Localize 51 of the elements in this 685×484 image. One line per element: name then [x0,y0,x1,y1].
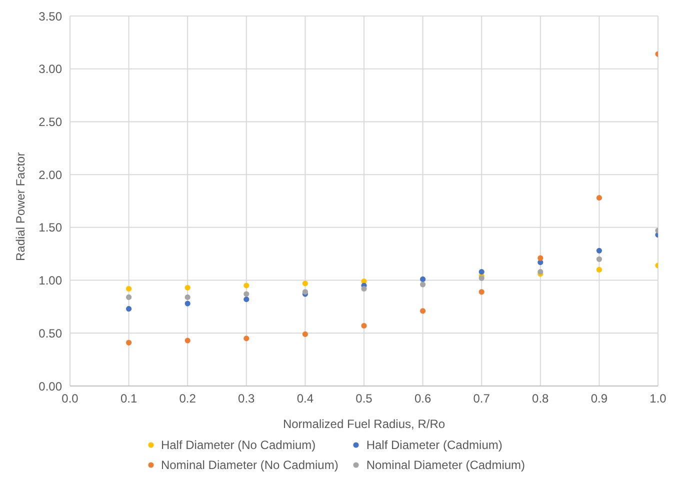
point [361,322,367,329]
point [184,300,190,306]
y-tick-label: 3.00 [38,62,62,76]
y-tick-label: 0.50 [38,326,62,340]
x-tick-label: 0.4 [296,392,314,406]
x-tick-label: 0.1 [120,392,138,406]
point [244,282,250,288]
point [596,256,602,262]
point [184,294,190,300]
x-tick-label: 1.0 [650,392,667,406]
y-axis-title: Radial Power Factor [13,152,28,261]
point [478,289,484,295]
legend-label: Nominal Diameter (Cadmium) [366,458,526,472]
point [126,294,132,300]
point [538,255,544,261]
point [302,280,308,286]
y-tick-label: 0.00 [38,379,62,394]
x-tick-label: 0.5 [356,392,373,406]
x-tick-label: 0.0 [62,392,79,406]
point [596,195,602,201]
x-tick-label: 0.2 [179,392,196,406]
x-tick-label: 0.8 [532,392,550,406]
x-tick-label: 0.3 [238,392,256,406]
y-tick-label: 1.00 [38,274,62,288]
y-tick-label: 1.50 [38,220,62,235]
legend-label: Half Diameter (No Cadmium) [160,438,316,452]
point [361,286,367,292]
point [126,306,132,312]
point [420,308,426,314]
y-tick-label: 3.50 [38,9,62,24]
y-tick-label: 2.50 [38,114,62,129]
y-tick-label: 2.00 [38,168,62,182]
legend-label: Nominal Diameter (No Cadmium) [160,458,338,472]
point [420,282,426,288]
point [596,248,602,254]
point [478,269,484,275]
point [420,276,426,282]
point [184,338,190,344]
x-axis-title: Normalized Fuel Radius, R/Ro [282,417,446,431]
point [126,286,132,292]
point [244,296,250,302]
point [184,284,190,290]
legend-label: Half Diameter (Cadmium) [366,438,502,452]
point [596,266,602,273]
x-tick-label: 0.7 [473,392,490,406]
point [302,331,308,337]
x-tick-label: 0.9 [590,392,608,406]
point [244,291,250,297]
point [244,336,250,342]
x-tick-label: 0.6 [414,392,432,406]
point [126,340,132,346]
